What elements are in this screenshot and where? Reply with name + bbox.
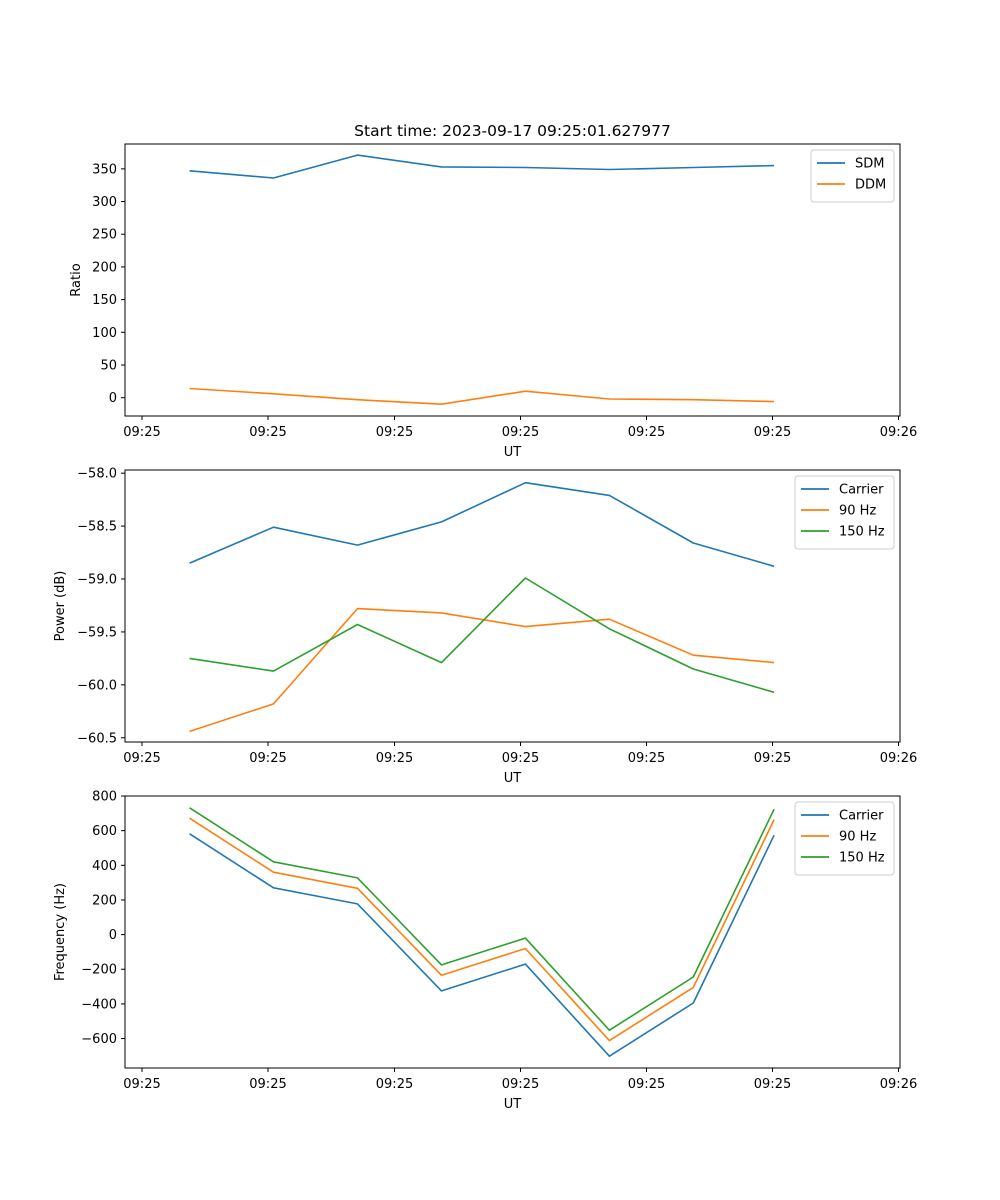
frequency-y-axis-label: Frequency (Hz): [53, 883, 68, 981]
frequency-x-tick-label: 09:25: [628, 1077, 665, 1092]
power-y-tick-label: −58.0: [77, 467, 117, 482]
ratio-legend: SDM DDM: [810, 149, 895, 203]
frequency-legend: Carrier 90 Hz 150 Hz: [794, 801, 895, 876]
ratio-y-tick-label: 100: [92, 326, 117, 341]
power-y-tick-label: −59.5: [77, 625, 117, 640]
ratio-x-tick-label: 09:25: [502, 425, 539, 440]
power-y-tick-label: −58.5: [77, 520, 117, 535]
ratio-legend-label: SDM: [855, 157, 884, 172]
frequency-y-tick-label: 600: [92, 824, 117, 839]
power-panel: 09:25 09:25 09:25 09:25 09:25 09:25 09:26 −60.5…: [53, 467, 917, 786]
frequency-x-tick-label: 09:25: [502, 1077, 539, 1092]
frequency-panel: 09:25 09:25 09:25 09:25 09:25 09:25 09:26 −600 −…: [53, 790, 917, 1113]
ratio-y-tick-label: 0: [109, 391, 117, 406]
frequency-series-carrier: [189, 833, 775, 1057]
power-x-tick-label: 09:25: [628, 751, 665, 766]
frequency-y-tick-label: −600: [81, 1032, 117, 1047]
frequency-legend-label: 150 Hz: [839, 851, 885, 866]
frequency-series-150-hz: [189, 807, 775, 1031]
frequency-y-tick-label: 200: [92, 893, 117, 908]
frequency-axes-frame: [124, 795, 901, 1069]
ratio-y-tick-label: 150: [92, 293, 117, 308]
frequency-x-tick-label: 09:25: [249, 1077, 286, 1092]
power-series-90-hz: [189, 607, 775, 733]
ratio-y-tick-label: 250: [92, 228, 117, 243]
frequency-x-tick-label: 09:25: [376, 1077, 413, 1092]
power-series-150-hz: [189, 577, 775, 694]
power-legend-label: Carrier: [839, 483, 884, 498]
chart-title: Start time: 2023-09-17 09:25:01.627977: [354, 122, 671, 140]
frequency-y-tick-label: 800: [92, 790, 117, 805]
frequency-x-tick-label: 09:26: [880, 1077, 917, 1092]
power-x-tick-label: 09:25: [754, 751, 791, 766]
frequency-x-tick-label: 09:25: [754, 1077, 791, 1092]
ratio-x-tick-label: 09:25: [249, 425, 286, 440]
ratio-x-tick-label: 09:25: [123, 425, 160, 440]
power-legend-label: 150 Hz: [839, 525, 885, 540]
frequency-series-90-hz: [189, 817, 775, 1042]
ratio-x-tick-label: 09:25: [628, 425, 665, 440]
frequency-x-axis-label: UT: [504, 1097, 522, 1112]
power-y-tick-label: −60.5: [77, 731, 117, 746]
ratio-panel: 09:25 09:25 09:25 09:25 09:25 09:25 09:26 0 50 10…: [69, 143, 917, 460]
frequency-y-tick-label: 0: [109, 928, 117, 943]
ratio-axes-frame: [124, 143, 901, 417]
ratio-series-ddm: [189, 387, 775, 406]
power-series-carrier: [189, 481, 775, 568]
ratio-y-tick-label: 200: [92, 260, 117, 275]
power-x-axis-label: UT: [504, 771, 522, 786]
ratio-y-tick-label: 50: [100, 359, 117, 374]
power-x-tick-label: 09:25: [502, 751, 539, 766]
power-legend: Carrier 90 Hz 150 Hz: [794, 475, 895, 550]
ratio-y-tick-label: 300: [92, 195, 117, 210]
ratio-x-tick-label: 09:25: [376, 425, 413, 440]
ratio-x-axis-label: UT: [504, 445, 522, 460]
power-y-tick-label: −60.0: [77, 678, 117, 693]
ratio-legend-label: DDM: [855, 178, 886, 193]
power-x-tick-label: 09:25: [249, 751, 286, 766]
ratio-x-tick-label: 09:26: [880, 425, 917, 440]
frequency-y-tick-label: 400: [92, 859, 117, 874]
frequency-y-tick-label: −200: [81, 963, 117, 978]
ratio-x-tick-label: 09:25: [754, 425, 791, 440]
frequency-y-tick-label: −400: [81, 997, 117, 1012]
power-axes-frame: [124, 469, 901, 743]
power-y-axis-label: Power (dB): [53, 571, 68, 642]
ratio-series-sdm: [189, 154, 775, 179]
frequency-x-tick-label: 09:25: [123, 1077, 160, 1092]
ratio-y-axis-label: Ratio: [69, 263, 84, 296]
power-x-tick-label: 09:25: [376, 751, 413, 766]
frequency-legend-label: Carrier: [839, 809, 884, 824]
power-x-tick-label: 09:26: [880, 751, 917, 766]
ratio-y-tick-label: 350: [92, 162, 117, 177]
frequency-legend-label: 90 Hz: [839, 830, 876, 845]
power-y-tick-label: −59.0: [77, 573, 117, 588]
power-legend-label: 90 Hz: [839, 504, 876, 519]
power-x-tick-label: 09:25: [123, 751, 160, 766]
